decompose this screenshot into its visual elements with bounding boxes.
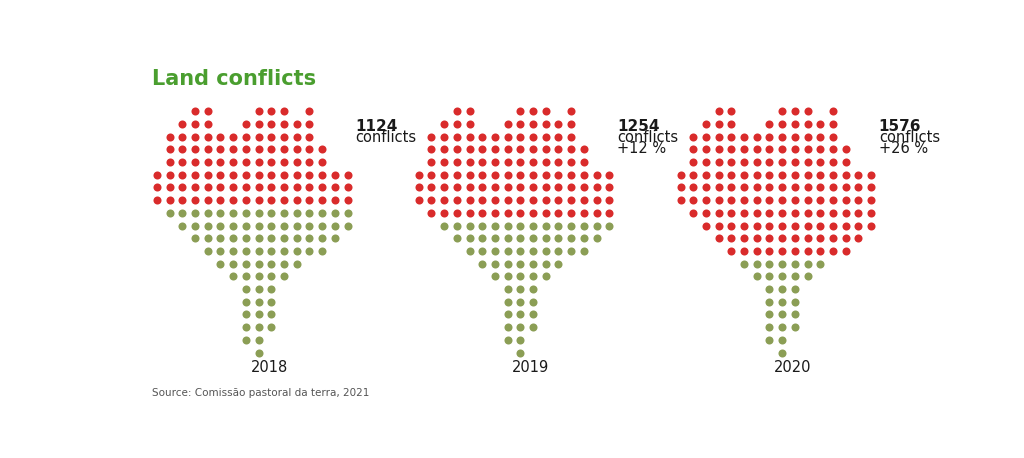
- Text: Land conflicts: Land conflicts: [153, 69, 316, 89]
- Text: 2019: 2019: [512, 360, 550, 375]
- Text: conflicts: conflicts: [879, 130, 940, 145]
- Text: Source: Comissão pastoral da terra, 2021: Source: Comissão pastoral da terra, 2021: [153, 388, 370, 398]
- Text: 1254: 1254: [617, 119, 659, 134]
- Text: 1576: 1576: [879, 119, 922, 134]
- Text: +12 %: +12 %: [617, 141, 667, 156]
- Text: conflicts: conflicts: [355, 130, 417, 145]
- Text: conflicts: conflicts: [617, 130, 678, 145]
- Text: 2018: 2018: [251, 360, 288, 375]
- Text: 1124: 1124: [355, 119, 397, 134]
- Text: 2020: 2020: [774, 360, 811, 375]
- Text: +26 %: +26 %: [879, 141, 928, 156]
